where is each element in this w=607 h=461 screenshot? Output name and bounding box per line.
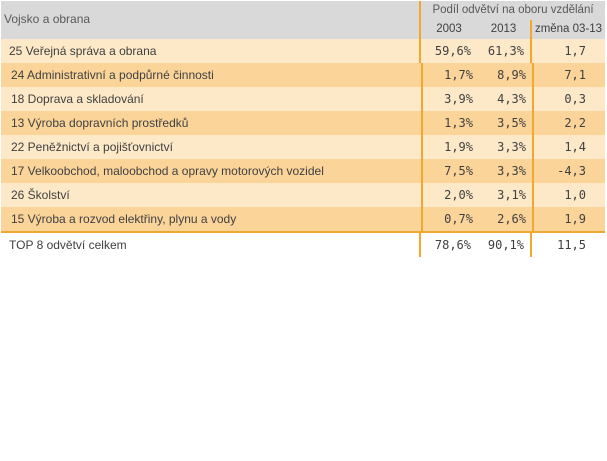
total-change: 11,5 (557, 238, 586, 252)
row-change: 1,0 (564, 188, 586, 202)
data-table: Vojsko a obrana Podíl odvětví na oboru v… (1, 1, 605, 257)
total-label: TOP 8 odvětví celkem (9, 238, 127, 252)
sub-headers: 2003 2013 změna 03-13 (421, 20, 605, 39)
table-row: 22 Peněžnictví a pojišťovnictví 1,9% 3,3% 1… (1, 135, 605, 159)
row-2013: 3,5% (479, 111, 534, 135)
table-row: 25 Veřejná správa a obrana 59,6% 61,3% 1,7 (1, 39, 605, 63)
row-2013: 3,1% (479, 183, 534, 207)
row-name: 24 Administrativní a podpůrné činnosti (11, 68, 214, 82)
row-change: 1,9 (564, 212, 586, 226)
row-name: 25 Veřejná správa a obrana (9, 44, 157, 58)
row-2003: 59,6% (419, 39, 477, 63)
row-2013: 2,6% (479, 207, 534, 231)
table-header: Vojsko a obrana Podíl odvětví na oboru v… (1, 1, 605, 39)
row-name: 17 Velkoobchod, maloobchod a opravy moto… (11, 164, 324, 178)
row-2003: 3,9% (421, 87, 479, 111)
row-name: 13 Výroba dopravních prostředků (11, 116, 189, 130)
row-change: -4,3 (557, 164, 586, 178)
row-name: 26 Školství (11, 188, 70, 202)
row-change: 2,2 (564, 116, 586, 130)
col-header-2003: 2003 (436, 23, 462, 35)
row-2003: 2,0% (421, 183, 479, 207)
row-2003: 1,3% (421, 111, 479, 135)
col-header-change: změna 03-13 (534, 23, 603, 35)
row-change: 1,4 (564, 140, 586, 154)
row-change: 7,1 (564, 68, 586, 82)
table-row: 15 Výroba a rozvod elektřiny, plynu a vo… (1, 207, 605, 231)
row-2013: 4,3% (479, 87, 534, 111)
table-body: 25 Veřejná správa a obrana 59,6% 61,3% 1,7 2… (1, 39, 605, 231)
total-2003: 78,6% (419, 233, 477, 257)
row-2013: 3,3% (479, 159, 534, 183)
table-title: Vojsko a obrana (4, 12, 91, 26)
header-title-cell: Vojsko a obrana (1, 1, 421, 39)
total-row: TOP 8 odvětví celkem 78,6% 90,1% 11,5 (1, 231, 605, 257)
row-change: 0,3 (564, 92, 586, 106)
row-2003: 1,9% (421, 135, 479, 159)
row-2003: 7,5% (421, 159, 479, 183)
header-values: Podíl odvětví na oboru vzdělání 2003 201… (421, 1, 605, 39)
total-2013: 90,1% (477, 233, 532, 257)
table-row: 18 Doprava a skladování 3,9% 4,3% 0,3 (1, 87, 605, 111)
row-2003: 1,7% (421, 63, 479, 87)
row-name: 22 Peněžnictví a pojišťovnictví (11, 140, 173, 154)
row-name: 18 Doprava a skladování (11, 92, 144, 106)
row-name: 15 Výroba a rozvod elektřiny, plynu a vo… (11, 212, 237, 226)
table-row: 26 Školství 2,0% 3,1% 1,0 (1, 183, 605, 207)
row-2003: 0,7% (421, 207, 479, 231)
table-row: 24 Administrativní a podpůrné činnosti 1,… (1, 63, 605, 87)
row-2013: 8,9% (479, 63, 534, 87)
group-header: Podíl odvětví na oboru vzdělání (432, 4, 594, 16)
table-row: 13 Výroba dopravních prostředků 1,3% 3,5% 2… (1, 111, 605, 135)
row-2013: 61,3% (477, 39, 532, 63)
col-header-2013: 2013 (477, 20, 532, 39)
row-2013: 3,3% (479, 135, 534, 159)
table-row: 17 Velkoobchod, maloobchod a opravy moto… (1, 159, 605, 183)
row-change: 1,7 (564, 44, 586, 58)
